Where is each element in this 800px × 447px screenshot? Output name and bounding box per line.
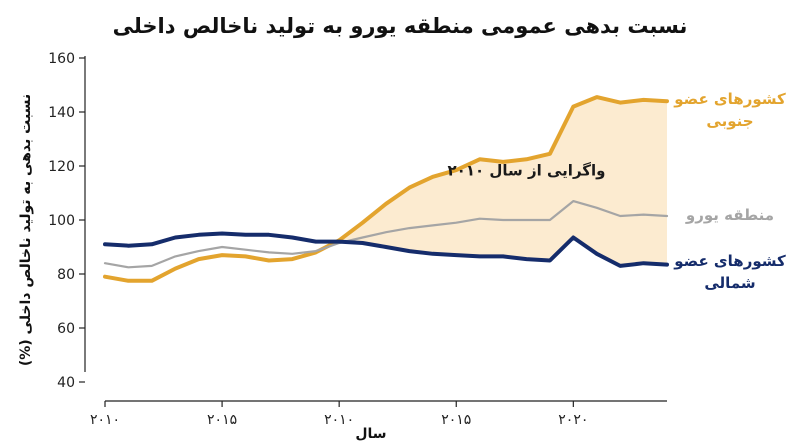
y-tick-label: 100 [48,213,75,229]
x-tick-label: ۲۰۱۰ [90,412,120,428]
series-label: منطقه یورو [685,206,774,224]
divergence-area [339,97,667,266]
y-axis-title: نسبت بدهی به تولید ناخالص داخلی (%) [18,94,34,366]
y-tick-label: 140 [48,105,75,121]
y-tick-label: 60 [57,321,75,337]
x-tick-label: ۲۰۱۵ [441,412,471,428]
y-tick-label: 160 [48,51,75,67]
series-label: کشورهای عضو [673,252,786,270]
series-label: جنوبی [706,112,753,130]
y-tick-label: 80 [57,267,75,283]
x-tick-label: ۲۰۱۵ [207,412,237,428]
series-label: شمالی [704,274,755,292]
x-axis-title: سال [355,426,386,442]
y-tick-label: 40 [57,375,75,391]
chart-title: نسبت بدهی عمومی منطقه یورو به تولید ناخا… [112,14,688,38]
x-tick-label: ۲۰۲۰ [558,412,588,428]
series-label: کشورهای عضو [673,90,786,108]
x-tick-label: ۲۰۱۰ [324,412,354,428]
series-line [103,200,669,269]
y-tick-label: 120 [48,159,75,175]
series-line [103,231,669,268]
series-line [103,95,669,283]
annotation-label: واگرایی از سال ۲۰۱۰ [448,161,606,179]
